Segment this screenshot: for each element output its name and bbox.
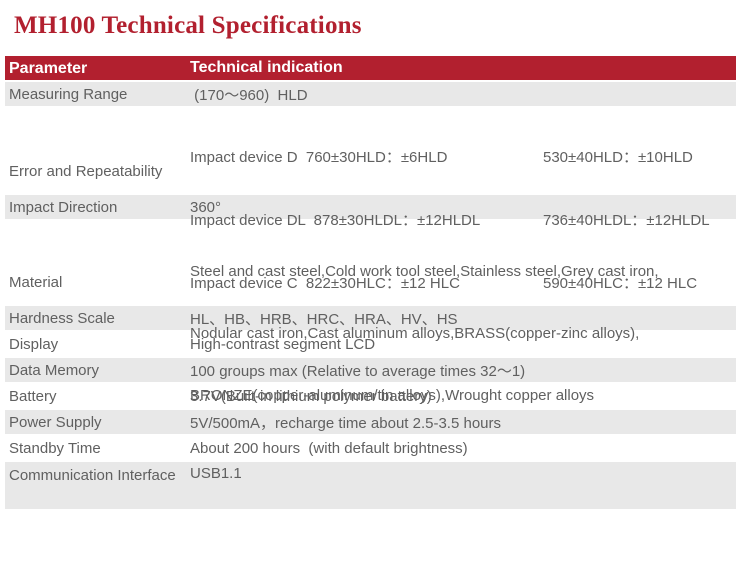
table-row-battery: Battery 3.7V(Built-in lithium polymer ba… bbox=[5, 384, 736, 410]
error-line: Impact device C 822±30HLC：±12 HLC 590±40… bbox=[190, 269, 736, 298]
error-device-c: Impact device C 822±30HLC：±12 HLC bbox=[190, 275, 460, 292]
param-value: USB1.1 bbox=[190, 465, 242, 482]
param-value: (170～960) HLD bbox=[190, 86, 308, 104]
param-label: Display bbox=[9, 335, 59, 353]
error-line: Impact device D 760±30HLD：±6HLD 530±40HL… bbox=[190, 143, 736, 172]
param-label: Error and Repeatability bbox=[9, 163, 163, 180]
error-device-d: Impact device D 760±30HLD：±6HLD bbox=[190, 149, 448, 166]
table-row-material: Material Steel and cast steel,Cold work … bbox=[5, 221, 736, 404]
page-title: MH100 Technical Specifications bbox=[14, 12, 362, 39]
material-line: BRONZE(copper-aluminum/tin alloys),Wroug… bbox=[190, 387, 595, 404]
param-label: Material bbox=[9, 274, 63, 291]
param-value: High-contrast segment LCD bbox=[190, 335, 376, 353]
table-row-communication-interface: Communication Interface USB1.1 bbox=[5, 462, 736, 511]
param-label: Measuring Range bbox=[9, 85, 128, 103]
param-label: Impact Direction bbox=[9, 198, 118, 216]
table-row-measuring-range: Measuring Range (170～960) HLD bbox=[5, 82, 736, 108]
param-value: 3.7V(Built-in lithium polymer battery) bbox=[190, 387, 432, 405]
table-row-error-repeatability: Error and Repeatability Impact device D … bbox=[5, 108, 736, 292]
param-label: Hardness Scale bbox=[9, 309, 115, 327]
table-row-power-supply: Power Supply 5V/500mA，recharge time abou… bbox=[5, 410, 736, 436]
material-line: Nodular cast iron,Cast aluminum alloys,B… bbox=[190, 325, 640, 342]
spec-table: Parameter Technical indication Measuring… bbox=[5, 56, 736, 511]
param-value: 5V/500mA，recharge time about 2.5-3.5 hou… bbox=[190, 414, 502, 432]
param-value: 360° bbox=[190, 198, 222, 216]
column-header-parameter: Parameter bbox=[9, 59, 88, 77]
param-value: Steel and cast steel,Cold work tool stee… bbox=[190, 221, 736, 404]
error-device-dl: Impact device DL 878±30HLDL：±12HLDL bbox=[190, 212, 481, 229]
material-line: Steel and cast steel,Cold work tool stee… bbox=[190, 263, 659, 280]
error-device-dl-alt: 736±40HLDL：±12HLDL bbox=[543, 212, 710, 229]
param-label: Data Memory bbox=[9, 361, 100, 379]
table-row-impact-direction: Impact Direction 360° bbox=[5, 195, 736, 221]
param-value: HL、HB、HRB、HRC、HRA、HV、HS bbox=[190, 310, 458, 328]
param-label: Battery bbox=[9, 387, 57, 405]
table-row-hardness-scale: Hardness Scale HL、HB、HRB、HRC、HRA、HV、HS bbox=[5, 306, 736, 332]
table-row-standby-time: Standby Time About 200 hours (with defau… bbox=[5, 436, 736, 462]
table-row-display: Display High-contrast segment LCD bbox=[5, 332, 736, 358]
param-label: Communication Interface bbox=[9, 467, 176, 484]
column-header-technical-indication: Technical indication bbox=[190, 59, 343, 76]
param-value: Impact device D 760±30HLD：±6HLD 530±40HL… bbox=[190, 108, 736, 292]
param-label: Standby Time bbox=[9, 439, 101, 457]
error-device-c-alt: 590±40HLC：±12 HLC bbox=[543, 275, 698, 292]
error-device-d-alt: 530±40HLD：±10HLD bbox=[543, 149, 693, 166]
error-line: Impact device DL 878±30HLDL：±12HLDL 736±… bbox=[190, 206, 736, 235]
param-value: 100 groups max (Relative to average time… bbox=[190, 362, 526, 380]
table-row-data-memory: Data Memory 100 groups max (Relative to … bbox=[5, 358, 736, 384]
param-label: Power Supply bbox=[9, 413, 102, 431]
param-value: About 200 hours (with default brightness… bbox=[190, 439, 468, 457]
table-header-row: Parameter Technical indication bbox=[5, 56, 736, 82]
